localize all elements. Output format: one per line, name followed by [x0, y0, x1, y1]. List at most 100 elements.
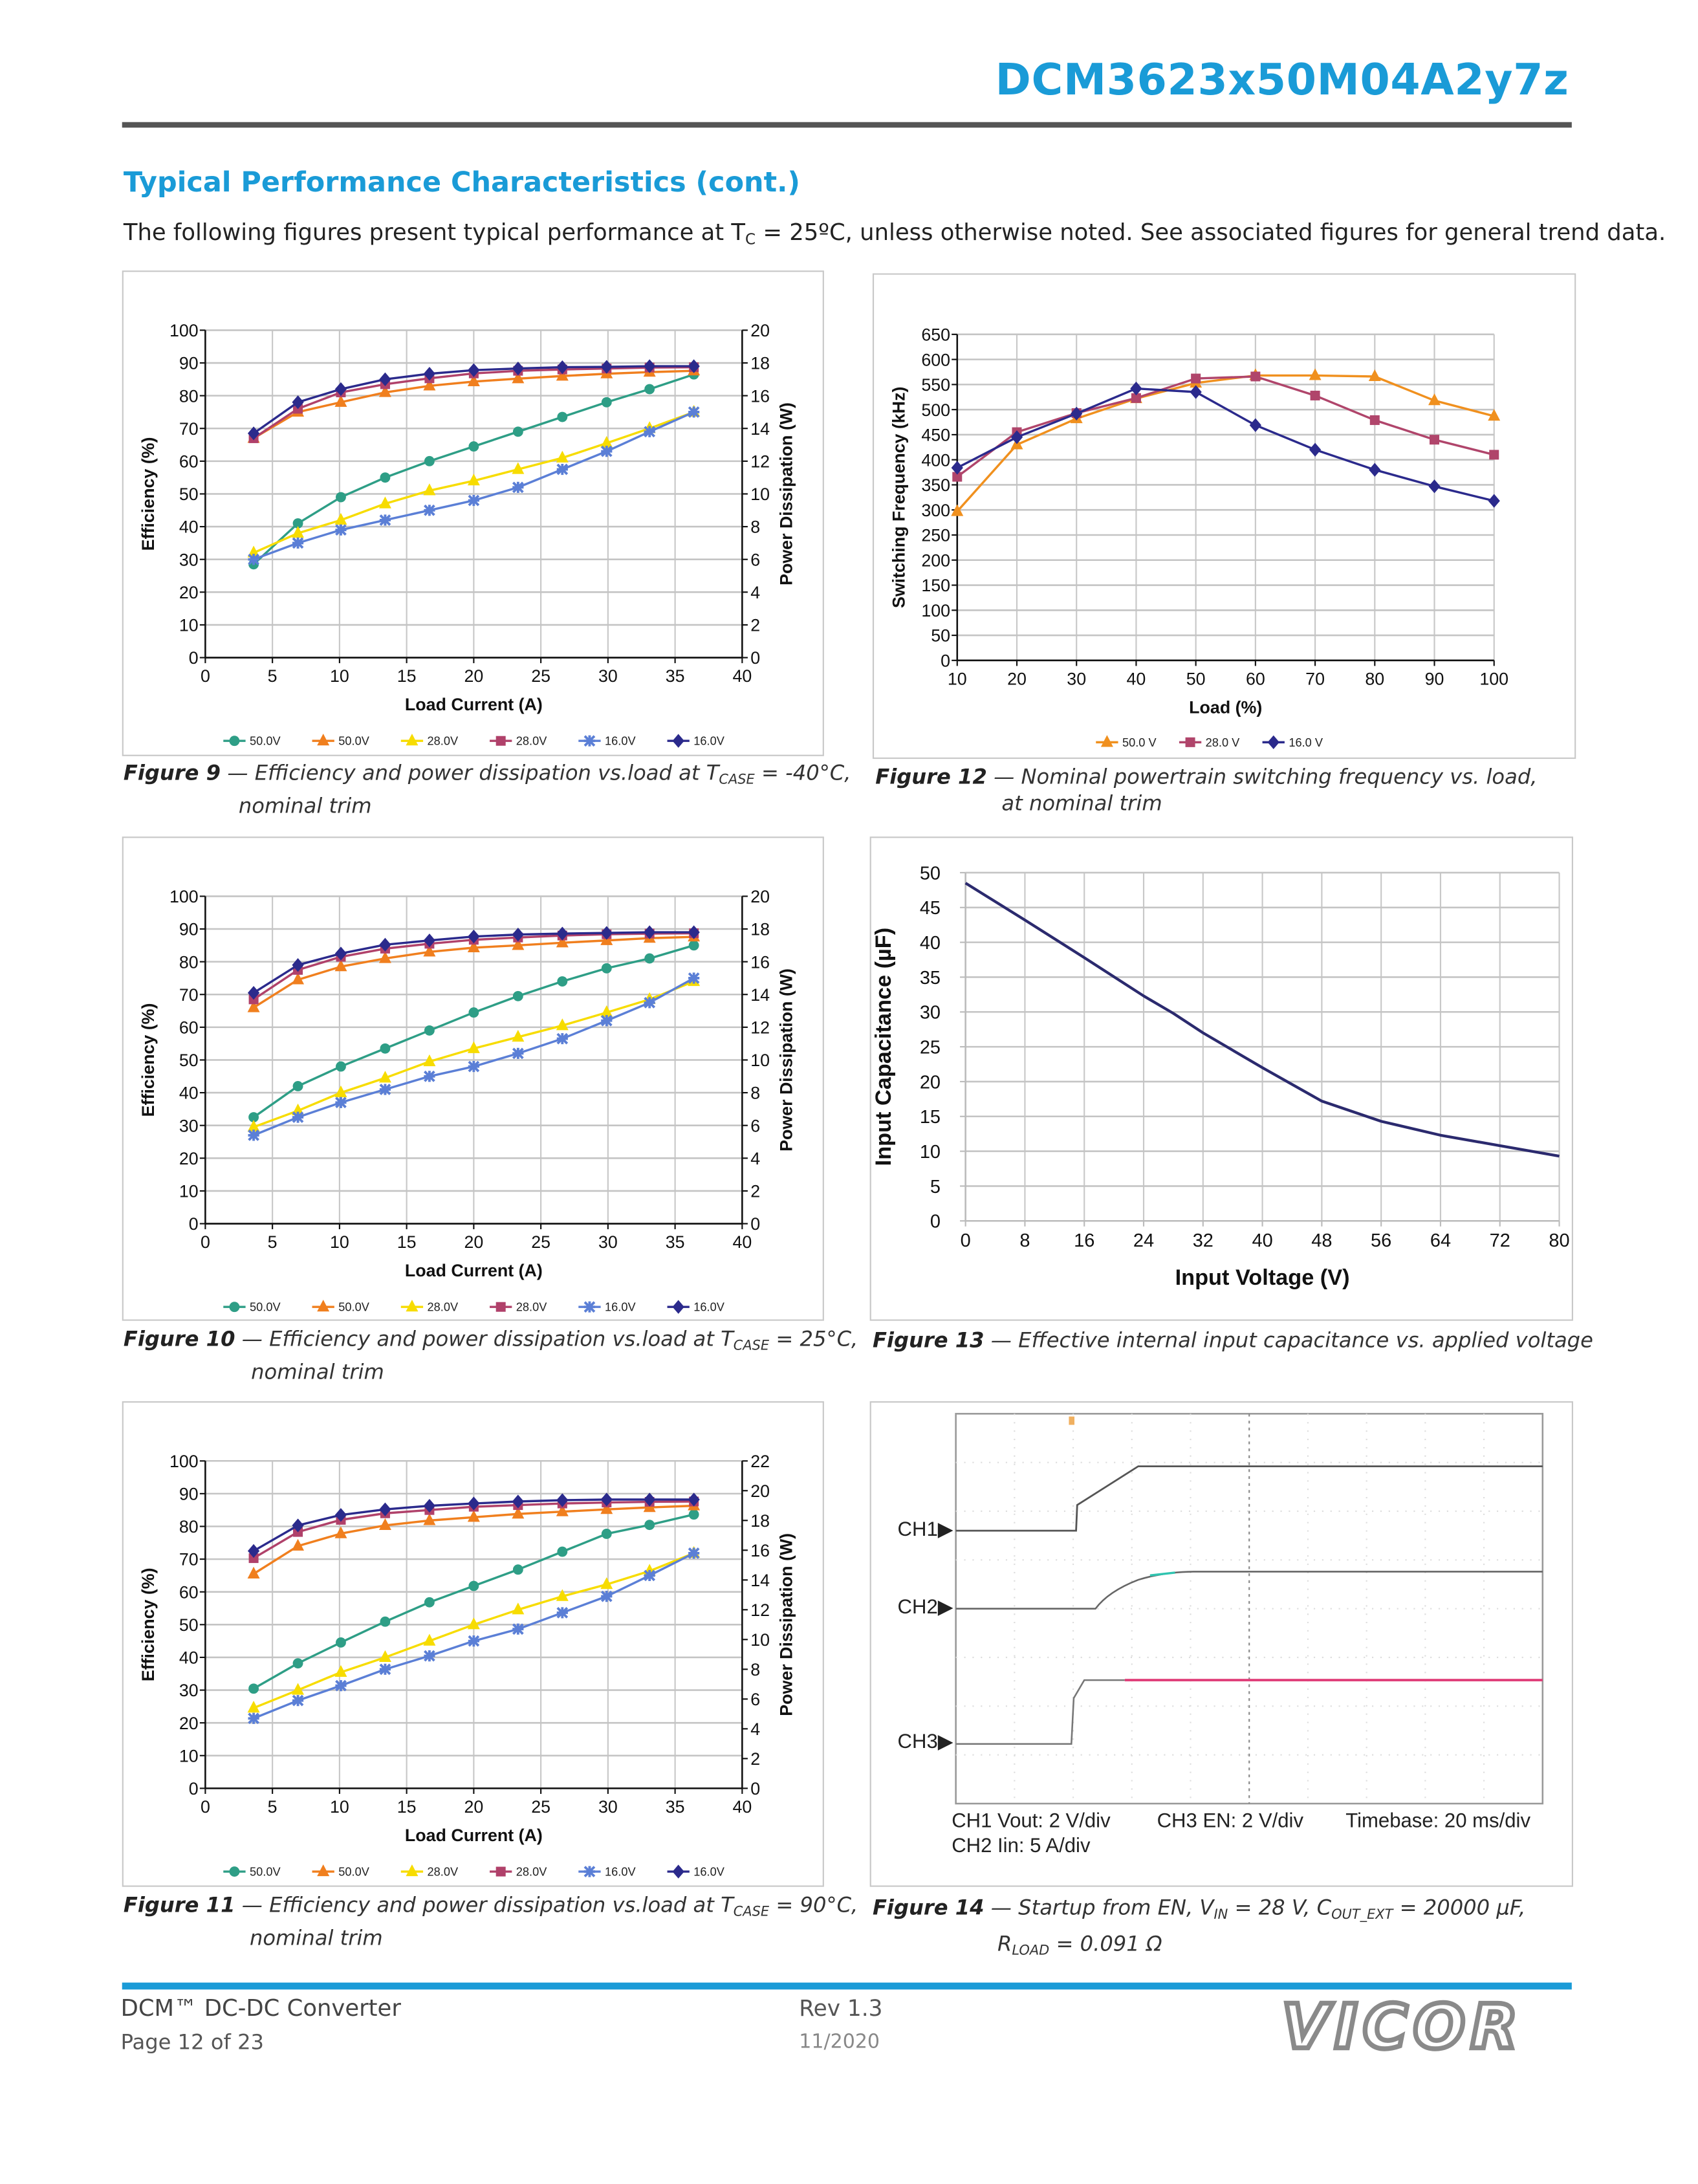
- data-point: [512, 1047, 524, 1060]
- series-line: [956, 375, 1495, 478]
- caption-line2: RLOAD = 0.091 Ω: [873, 1931, 1525, 1964]
- data-point: [1071, 406, 1083, 421]
- y2-tick-label: 12: [750, 1600, 770, 1620]
- data-point: [556, 1589, 569, 1601]
- y2-tick-label: 8: [750, 518, 760, 537]
- x-tick-label: 40: [1127, 669, 1146, 688]
- caption-text: R: [997, 1931, 1012, 1956]
- data-point: [512, 1564, 523, 1575]
- data-point: [468, 363, 480, 377]
- caption-sub: LOAD: [1012, 1943, 1050, 1960]
- data-point: [380, 1616, 391, 1627]
- data-point: [512, 481, 524, 494]
- data-point: [556, 1607, 569, 1619]
- data-point: [1369, 415, 1380, 425]
- grid: [956, 333, 1495, 662]
- legend-label: 50.0V: [338, 1865, 369, 1878]
- ch1-label: CH1: [897, 1519, 938, 1542]
- x-axis-title: Load Current (A): [405, 695, 543, 714]
- y-tick-label: 60: [179, 452, 199, 472]
- data-point: [292, 1538, 305, 1551]
- data-point: [292, 1658, 303, 1669]
- y-tick-label: 650: [921, 325, 950, 344]
- legend-label: 16.0 V: [1289, 736, 1323, 749]
- data-point: [468, 1007, 479, 1018]
- data-point: [600, 1492, 613, 1507]
- legend-marker: [672, 734, 684, 748]
- data-point: [336, 492, 346, 503]
- legend-label: 28.0V: [428, 735, 459, 748]
- y2-tick-label: 12: [750, 452, 770, 472]
- legend-item: 50.0V: [223, 735, 281, 748]
- legend-marker: [583, 1866, 596, 1877]
- data-point: [379, 937, 391, 952]
- y-tick-label: 40: [920, 933, 941, 954]
- x-tick-label: 10: [948, 669, 967, 688]
- series-line: [956, 387, 1495, 502]
- caption-sub: IN: [1214, 1907, 1228, 1923]
- data-point: [1249, 418, 1261, 432]
- footer-product: DCM™ DC-DC Converter: [120, 1994, 401, 2022]
- data-point: [468, 1496, 480, 1511]
- caption-sub: CASE: [733, 1905, 770, 1921]
- x-tick-label: 40: [732, 1232, 752, 1252]
- y-tick-label: 0: [930, 1212, 941, 1232]
- data-point: [247, 1566, 260, 1578]
- data-point: [512, 1029, 525, 1042]
- data-point: [1309, 442, 1322, 457]
- data-point: [423, 483, 436, 496]
- data-point: [424, 1025, 435, 1036]
- legend-label: 50.0V: [338, 1301, 369, 1314]
- data-point: [247, 986, 260, 1000]
- y-tick-label: 50: [179, 1615, 199, 1635]
- legend: 50.0V 50.0V 28.0V 28.0V 16.0V 16.0V: [223, 1864, 725, 1879]
- data-point: [379, 1084, 391, 1095]
- x-tick-label: 60: [1246, 669, 1265, 688]
- data-point: [688, 1547, 700, 1559]
- data-point: [1428, 479, 1441, 494]
- data-point: [688, 972, 700, 984]
- legend-label: 50.0V: [250, 1865, 281, 1878]
- legend-label: 16.0V: [605, 1865, 636, 1878]
- data-point: [423, 1513, 436, 1525]
- y2-tick-label: 4: [750, 1720, 760, 1739]
- logo-text: VICOR: [1282, 1993, 1523, 2057]
- data-point: [1369, 463, 1381, 477]
- y-tick-label: 25: [920, 1038, 941, 1058]
- y2-tick-label: 0: [750, 1779, 760, 1798]
- data-point: [292, 1683, 305, 1695]
- data-point: [600, 1590, 613, 1602]
- data-point: [423, 1633, 436, 1646]
- y-tick-label: 50: [920, 863, 941, 884]
- x-tick-label: 64: [1430, 1230, 1451, 1251]
- y-tick-label: 60: [179, 1582, 199, 1602]
- x-tick-label: 5: [268, 666, 278, 686]
- x-tick-label: 50: [1186, 669, 1206, 688]
- data-point: [334, 1085, 347, 1098]
- y-tick-label: 80: [179, 1517, 199, 1536]
- legend-item: 28.0V: [490, 1865, 547, 1878]
- x-tick-label: 15: [397, 1797, 417, 1817]
- caption-text: = 20000 µF,: [1393, 1895, 1526, 1921]
- legend-marker: [229, 736, 240, 747]
- data-point: [556, 450, 569, 463]
- data-point: [1430, 435, 1440, 445]
- y2-tick-label: 4: [750, 583, 760, 602]
- data-point: [292, 1694, 304, 1707]
- legend-item: 16.0V: [578, 1301, 637, 1314]
- y2-tick-label: 16: [750, 952, 770, 972]
- legend-label: 28.0V: [516, 1865, 547, 1878]
- data-point: [423, 367, 436, 381]
- y-tick-label: 0: [189, 1779, 199, 1798]
- ch3-label: CH3: [897, 1731, 938, 1754]
- data-point: [378, 951, 391, 963]
- data-point: [688, 940, 699, 951]
- data-point: [1010, 430, 1023, 444]
- data-point: [248, 553, 259, 565]
- scope-screen: [955, 1413, 1544, 1805]
- data-point: [336, 1061, 346, 1072]
- data-point: [644, 925, 656, 939]
- legend-label: 16.0V: [605, 735, 636, 748]
- y2-axis-title: Power Dissipation (W): [777, 402, 796, 585]
- x-tick-label: 35: [666, 666, 685, 686]
